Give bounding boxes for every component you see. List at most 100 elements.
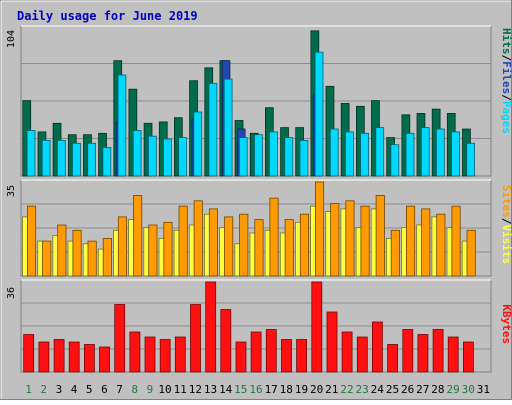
legend-pages: Pages: [500, 101, 512, 134]
legend-visits: Visits: [500, 225, 512, 265]
x-tick-label-27: 27: [416, 383, 429, 396]
bar-sites-day-17: [269, 197, 279, 277]
x-tick-label-16: 16: [249, 383, 262, 396]
bar-kbytes-day-14: [220, 309, 232, 373]
x-tick-label-20: 20: [310, 383, 323, 396]
kbytes-panel: 36 KBytes: [6, 279, 512, 373]
bar-sites-day-7: [117, 216, 128, 277]
bar-pages-day-7: [117, 74, 127, 177]
bar-kbytes-day-2: [38, 341, 50, 373]
bar-kbytes-day-19: [296, 339, 308, 373]
bar-pages-day-24: [375, 127, 385, 177]
bar-sites-day-13: [208, 208, 219, 277]
x-tick-label-28: 28: [431, 383, 444, 396]
x-tick-label-19: 19: [295, 383, 308, 396]
bar-kbytes-day-9: [144, 336, 156, 373]
bar-pages-day-1: [26, 130, 36, 177]
bar-pages-day-17: [269, 131, 278, 177]
bar-kbytes-day-13: [205, 281, 217, 373]
bar-pages-day-8: [132, 130, 142, 177]
x-tick-label-8: 8: [131, 383, 138, 396]
x-axis-labels: 1 2 3 4 5 6 7 8 9 10 11 12 13 14 15 16 17 18 19 20 21 22 23 24 2…: [25, 383, 490, 396]
legend-sites: Sites: [500, 185, 512, 218]
visits-sites-y-max-label: 35: [6, 185, 17, 197]
bar-sites-day-10: [163, 221, 173, 277]
chart-title: Daily usage for June 2019: [17, 9, 198, 23]
x-tick-label-23: 23: [355, 383, 368, 396]
bar-kbytes-day-20: [311, 281, 323, 373]
bar-kbytes-day-26: [402, 329, 414, 373]
hits-files-pages-legend-text: Hits/Files/Pages: [500, 28, 512, 134]
x-tick-label-30: 30: [462, 383, 475, 396]
visits-sites-legend-text: Sites/Visits: [500, 185, 512, 264]
bar-pages-day-19: [299, 139, 309, 177]
bar-kbytes-day-10: [159, 339, 171, 373]
bar-sites-day-5: [87, 240, 97, 277]
bar-sites-day-9: [148, 224, 158, 277]
bar-kbytes-day-6: [99, 346, 110, 373]
bar-pages-day-18: [284, 137, 294, 177]
bar-kbytes-day-16: [250, 331, 262, 373]
bar-sites-day-8: [133, 194, 143, 277]
bar-sites-day-19: [299, 213, 309, 277]
bar-kbytes-day-25: [387, 344, 399, 373]
bar-pages-day-11: [178, 137, 187, 177]
x-tick-label-4: 4: [71, 383, 78, 396]
bar-kbytes-day-24: [371, 321, 383, 373]
bar-sites-day-26: [405, 205, 416, 277]
bar-sites-day-1: [26, 205, 37, 277]
bar-sites-day-27: [421, 208, 431, 277]
legend-separator: /: [500, 55, 512, 62]
bar-sites-day-4: [72, 229, 82, 277]
bar-sites-day-3: [57, 224, 67, 277]
kbytes-y-max-label: 36: [6, 287, 17, 299]
bar-kbytes-day-27: [417, 334, 429, 373]
bar-pages-day-9: [147, 135, 157, 177]
bar-kbytes-day-12: [190, 304, 201, 373]
x-tick-label-10: 10: [158, 383, 171, 396]
legend-hits: Hits: [500, 28, 512, 55]
x-tick-label-25: 25: [386, 383, 399, 396]
x-tick-label-11: 11: [174, 383, 187, 396]
x-tick-label-9: 9: [147, 383, 154, 396]
bar-sites-day-16: [254, 219, 264, 277]
x-tick-label-21: 21: [325, 383, 338, 396]
bar-pages-day-4: [72, 142, 81, 177]
bar-kbytes-day-5: [84, 344, 95, 373]
bar-sites-day-14: [224, 216, 234, 277]
x-tick-label-18: 18: [280, 383, 293, 396]
bar-pages-day-6: [102, 147, 112, 177]
bar-pages-day-14: [223, 78, 233, 177]
bar-pages-day-27: [420, 127, 430, 177]
visits-sites-legend: Sites/Visits: [500, 185, 512, 264]
bar-kbytes-day-8: [129, 331, 141, 373]
bar-pages-day-2: [41, 139, 51, 177]
bar-pages-day-20: [314, 51, 324, 177]
bar-sites-day-30: [466, 229, 476, 277]
bar-kbytes-day-17: [265, 329, 277, 373]
hits-files-pages-legend: Hits/Files/Pages: [500, 28, 512, 134]
bar-kbytes-day-29: [447, 336, 459, 373]
x-tick-label-1: 1: [25, 383, 32, 396]
bar-sites-day-2: [42, 240, 52, 277]
x-tick-label-26: 26: [401, 383, 414, 396]
x-tick-label-31: 31: [477, 383, 490, 396]
x-tick-label-5: 5: [86, 383, 93, 396]
legend-separator: /: [500, 94, 512, 101]
bar-sites-day-15: [239, 213, 249, 277]
bar-kbytes-day-3: [53, 339, 65, 373]
bar-sites-day-21: [330, 203, 340, 277]
bar-kbytes-day-4: [68, 341, 80, 373]
bar-kbytes-day-22: [341, 331, 353, 373]
x-tick-label-24: 24: [371, 383, 385, 396]
bar-sites-day-24: [375, 194, 385, 277]
bar-kbytes-day-28: [432, 329, 444, 373]
x-tick-label-22: 22: [340, 383, 353, 396]
hits-files-pages-y-max-label: 104: [6, 30, 17, 48]
bar-pages-day-25: [390, 144, 400, 177]
hits-files-pages-panel: 104 Hits/Files/Pages: [6, 25, 512, 177]
bar-sites-day-6: [102, 237, 112, 277]
